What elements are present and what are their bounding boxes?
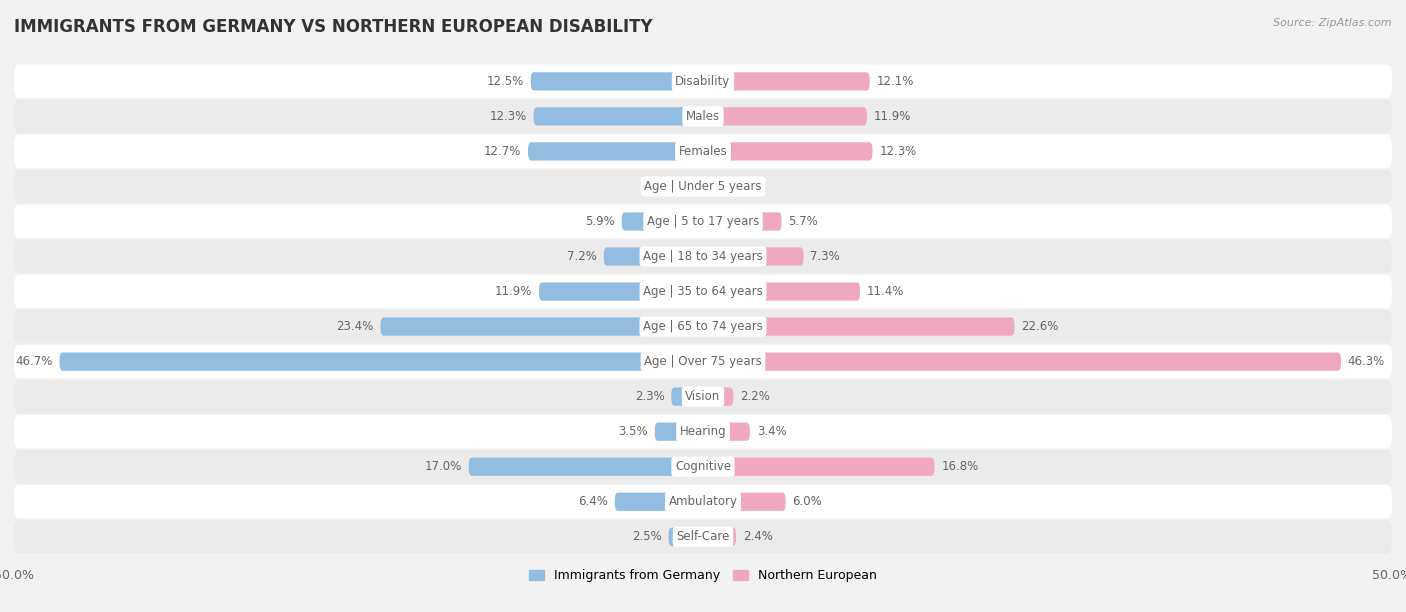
Text: 5.9%: 5.9% [585,215,614,228]
Text: Cognitive: Cognitive [675,460,731,473]
Text: 12.3%: 12.3% [879,145,917,158]
FancyBboxPatch shape [59,353,703,371]
FancyBboxPatch shape [703,72,870,91]
FancyBboxPatch shape [703,318,1014,336]
Text: 1.4%: 1.4% [647,180,676,193]
Text: 1.6%: 1.6% [733,180,762,193]
Text: Age | 35 to 64 years: Age | 35 to 64 years [643,285,763,298]
FancyBboxPatch shape [14,135,1392,168]
Text: 23.4%: 23.4% [336,320,374,333]
Text: 17.0%: 17.0% [425,460,461,473]
FancyBboxPatch shape [14,310,1392,343]
Text: 12.5%: 12.5% [486,75,524,88]
Text: Self-Care: Self-Care [676,530,730,543]
FancyBboxPatch shape [538,282,703,300]
FancyBboxPatch shape [531,72,703,91]
Text: 12.1%: 12.1% [876,75,914,88]
FancyBboxPatch shape [703,177,725,196]
FancyBboxPatch shape [703,212,782,231]
Text: 22.6%: 22.6% [1021,320,1059,333]
Text: Age | Under 5 years: Age | Under 5 years [644,180,762,193]
FancyBboxPatch shape [381,318,703,336]
FancyBboxPatch shape [529,143,703,160]
FancyBboxPatch shape [14,520,1392,554]
FancyBboxPatch shape [14,100,1392,133]
FancyBboxPatch shape [614,493,703,511]
FancyBboxPatch shape [669,528,703,546]
Text: 3.5%: 3.5% [619,425,648,438]
FancyBboxPatch shape [671,387,703,406]
FancyBboxPatch shape [14,345,1392,378]
Text: 6.0%: 6.0% [793,495,823,508]
FancyBboxPatch shape [621,212,703,231]
Text: 46.7%: 46.7% [15,355,52,368]
Text: Age | Over 75 years: Age | Over 75 years [644,355,762,368]
Text: Disability: Disability [675,75,731,88]
FancyBboxPatch shape [703,458,935,476]
Text: 5.7%: 5.7% [789,215,818,228]
FancyBboxPatch shape [655,422,703,441]
FancyBboxPatch shape [14,64,1392,98]
Text: Hearing: Hearing [679,425,727,438]
Text: Vision: Vision [685,390,721,403]
FancyBboxPatch shape [533,107,703,125]
Text: Males: Males [686,110,720,123]
FancyBboxPatch shape [14,204,1392,238]
Text: 7.2%: 7.2% [567,250,598,263]
FancyBboxPatch shape [14,415,1392,449]
FancyBboxPatch shape [703,528,737,546]
FancyBboxPatch shape [703,107,868,125]
Text: Ambulatory: Ambulatory [668,495,738,508]
FancyBboxPatch shape [14,170,1392,203]
Text: Source: ZipAtlas.com: Source: ZipAtlas.com [1274,18,1392,28]
Text: 2.5%: 2.5% [631,530,662,543]
FancyBboxPatch shape [14,275,1392,308]
Text: 2.3%: 2.3% [634,390,665,403]
FancyBboxPatch shape [703,387,734,406]
FancyBboxPatch shape [703,422,749,441]
Text: IMMIGRANTS FROM GERMANY VS NORTHERN EUROPEAN DISABILITY: IMMIGRANTS FROM GERMANY VS NORTHERN EURO… [14,18,652,36]
FancyBboxPatch shape [14,240,1392,274]
FancyBboxPatch shape [703,493,786,511]
Text: 7.3%: 7.3% [810,250,841,263]
FancyBboxPatch shape [603,247,703,266]
Legend: Immigrants from Germany, Northern European: Immigrants from Germany, Northern Europe… [524,564,882,588]
FancyBboxPatch shape [703,247,804,266]
Text: Age | 18 to 34 years: Age | 18 to 34 years [643,250,763,263]
FancyBboxPatch shape [14,485,1392,518]
Text: 3.4%: 3.4% [756,425,786,438]
Text: 6.4%: 6.4% [578,495,607,508]
FancyBboxPatch shape [703,282,860,300]
Text: Age | 5 to 17 years: Age | 5 to 17 years [647,215,759,228]
FancyBboxPatch shape [703,353,1341,371]
Text: 11.9%: 11.9% [495,285,531,298]
FancyBboxPatch shape [14,380,1392,414]
FancyBboxPatch shape [14,450,1392,483]
Text: 12.7%: 12.7% [484,145,522,158]
FancyBboxPatch shape [683,177,703,196]
Text: 2.2%: 2.2% [740,390,770,403]
Text: 16.8%: 16.8% [942,460,979,473]
FancyBboxPatch shape [468,458,703,476]
Text: 2.4%: 2.4% [742,530,773,543]
Text: Age | 65 to 74 years: Age | 65 to 74 years [643,320,763,333]
Text: 11.4%: 11.4% [868,285,904,298]
Text: 46.3%: 46.3% [1348,355,1385,368]
Text: 11.9%: 11.9% [875,110,911,123]
FancyBboxPatch shape [703,143,873,160]
Text: 12.3%: 12.3% [489,110,527,123]
Text: Females: Females [679,145,727,158]
